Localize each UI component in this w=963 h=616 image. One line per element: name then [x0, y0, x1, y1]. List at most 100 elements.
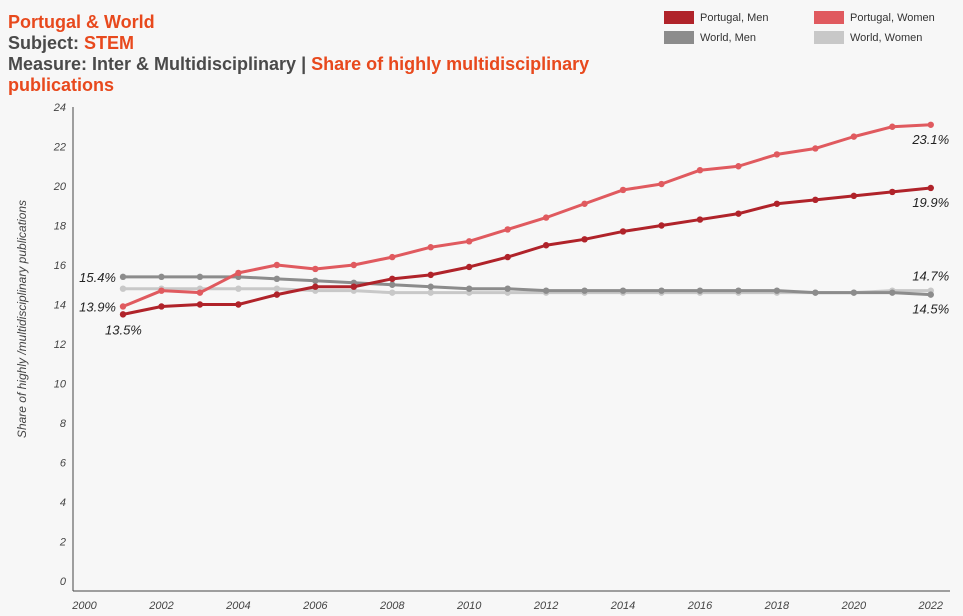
- chart-legend: Portugal, Men Portugal, Women World, Men…: [664, 11, 954, 51]
- data-point-portugal-men: [619, 228, 627, 235]
- legend-item-portugal-men[interactable]: Portugal, Men: [664, 11, 768, 24]
- data-point-portugal-men: [889, 188, 896, 196]
- data-point-world-men: [850, 289, 858, 296]
- data-label: 15.4%: [79, 270, 116, 285]
- data-point-portugal-women: [119, 303, 127, 310]
- data-point-world-men: [812, 289, 819, 296]
- data-point-world-men: [427, 283, 434, 290]
- data-point-world-women: [389, 289, 396, 296]
- x-tick-label: 2020: [841, 600, 867, 612]
- data-point-portugal-men: [465, 263, 473, 271]
- legend-swatch-world-men: [664, 31, 694, 44]
- y-tick-label: 16: [54, 260, 67, 272]
- legend-item-world-men[interactable]: World, Men: [664, 31, 756, 44]
- y-tick-label: 10: [54, 379, 67, 391]
- data-point-portugal-men: [119, 311, 127, 318]
- data-point-portugal-women: [389, 253, 396, 261]
- data-point-portugal-men: [927, 184, 934, 192]
- legend-swatch-portugal-men: [664, 11, 694, 24]
- data-point-portugal-women: [850, 133, 858, 140]
- legend-label-portugal-women: Portugal, Women: [850, 11, 935, 24]
- data-point-portugal-men: [658, 222, 665, 229]
- x-tick-label: 2016: [687, 600, 713, 612]
- x-tick-label: 2010: [456, 600, 482, 612]
- data-point-portugal-women: [927, 121, 934, 128]
- y-tick-label: 22: [53, 142, 66, 154]
- data-point-world-men: [312, 277, 319, 284]
- data-point-portugal-men: [542, 242, 550, 249]
- x-tick-label: 2018: [764, 600, 790, 612]
- measure-value: Share of highly multidisciplinary public…: [8, 54, 590, 95]
- data-point-portugal-women: [196, 289, 204, 296]
- data-point-portugal-women: [427, 244, 434, 251]
- legend-item-world-women[interactable]: World, Women: [814, 31, 922, 44]
- data-point-portugal-women: [773, 151, 781, 158]
- data-point-world-men: [658, 287, 665, 294]
- data-point-portugal-men: [504, 253, 511, 261]
- data-point-portugal-men: [812, 196, 819, 204]
- data-point-world-men: [927, 291, 934, 298]
- data-point-portugal-men: [735, 210, 742, 217]
- legend-label-world-women: World, Women: [850, 31, 923, 44]
- data-point-world-men: [389, 281, 396, 288]
- data-label: 13.9%: [79, 299, 116, 314]
- data-point-portugal-women: [696, 167, 704, 174]
- data-point-portugal-men: [427, 271, 434, 279]
- y-tick-label: 4: [60, 497, 66, 509]
- subject-value: STEM: [84, 33, 135, 53]
- chart-measure: Measure: Inter & Multidisciplinary | Sha…: [8, 54, 648, 96]
- data-point-portugal-women: [273, 261, 281, 269]
- x-tick-label: 2014: [610, 600, 635, 612]
- data-point-portugal-men: [581, 236, 588, 243]
- x-tick-label: 2002: [148, 600, 173, 612]
- data-point-world-men: [773, 287, 781, 294]
- chart-title: Portugal & World: [8, 12, 155, 32]
- legend-swatch-portugal-women: [814, 11, 844, 24]
- x-tick-label: 2006: [302, 600, 328, 612]
- data-point-portugal-women: [889, 123, 896, 130]
- data-label: 19.9%: [912, 195, 949, 210]
- data-point-world-men: [696, 287, 704, 294]
- data-point-portugal-men: [196, 301, 204, 308]
- data-point-world-men: [504, 285, 511, 292]
- chart-title-block: Portugal & World Subject: STEM Measure: …: [8, 12, 648, 96]
- data-point-portugal-women: [504, 226, 511, 233]
- data-label: 23.1%: [911, 132, 949, 147]
- y-tick-label: 18: [54, 221, 67, 233]
- data-point-world-men: [542, 287, 550, 294]
- data-point-world-men: [273, 275, 281, 283]
- data-point-portugal-men: [312, 283, 319, 290]
- legend-item-portugal-women[interactable]: Portugal, Women: [814, 11, 935, 24]
- data-point-portugal-men: [273, 291, 281, 298]
- y-tick-label: 24: [53, 102, 66, 114]
- data-point-world-women: [427, 289, 434, 296]
- y-tick-label: 12: [54, 339, 66, 351]
- data-point-world-men: [735, 287, 742, 294]
- y-axis-label: Share of highly /multidisciplinary publi…: [15, 200, 29, 438]
- data-point-portugal-women: [812, 145, 819, 152]
- data-point-portugal-men: [696, 216, 704, 223]
- data-point-portugal-women: [619, 186, 627, 194]
- series-line-portugal-women: [121, 123, 933, 308]
- data-point-world-men: [465, 285, 473, 292]
- legend-swatch-world-women: [814, 31, 844, 44]
- data-point-portugal-women: [658, 180, 665, 188]
- x-tick-label: 2000: [71, 600, 97, 612]
- data-point-portugal-women: [158, 287, 165, 294]
- y-tick-label: 14: [54, 300, 66, 312]
- data-point-portugal-men: [850, 192, 858, 200]
- data-point-world-men: [581, 287, 588, 294]
- data-point-portugal-women: [312, 265, 319, 273]
- data-point-world-men: [158, 273, 165, 281]
- measure-label: Measure: Inter & Multidisciplinary |: [8, 54, 312, 74]
- chart-series: [119, 121, 934, 318]
- y-tick-label: 20: [53, 181, 67, 193]
- data-point-portugal-men: [350, 283, 357, 290]
- subject-label: Subject:: [8, 33, 85, 53]
- chart-subject: Subject: STEM: [8, 33, 648, 54]
- data-point-world-women: [119, 285, 127, 292]
- x-tick-label: 2008: [379, 600, 405, 612]
- series-line-portugal-men: [121, 186, 933, 316]
- y-tick-label: 8: [60, 418, 67, 430]
- data-point-portugal-women: [235, 269, 242, 277]
